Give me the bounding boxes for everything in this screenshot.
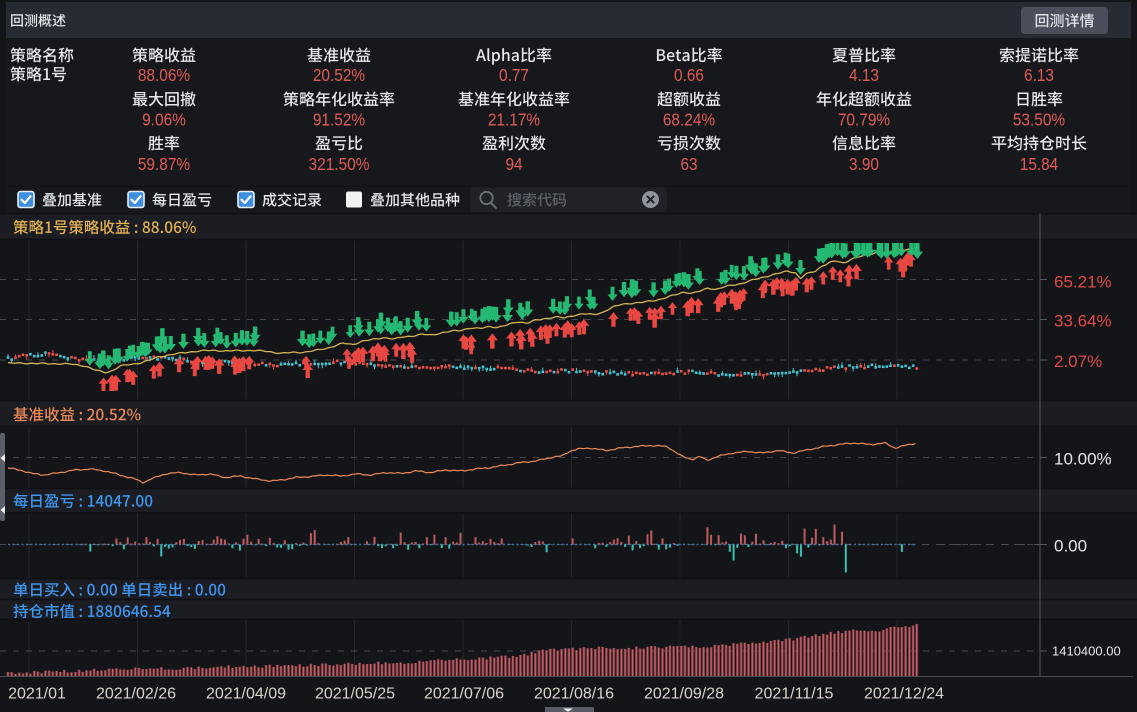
svg-text:53.50%: 53.50%: [1013, 110, 1065, 130]
svg-text:70.79%: 70.79%: [838, 110, 890, 130]
svg-text:2021/12/24: 2021/12/24: [864, 686, 944, 703]
svg-text:0.00: 0.00: [1054, 536, 1087, 555]
svg-text:63: 63: [680, 154, 697, 174]
svg-text:0.77: 0.77: [499, 65, 529, 85]
svg-text:2021/09/28: 2021/09/28: [644, 686, 724, 703]
svg-text:21.17%: 21.17%: [488, 110, 540, 130]
svg-text:1410400.00: 1410400.00: [1052, 644, 1121, 659]
svg-text:2021/07/06: 2021/07/06: [424, 686, 504, 703]
svg-text:88.06%: 88.06%: [138, 65, 190, 85]
svg-text:59.87%: 59.87%: [138, 154, 190, 174]
svg-text:15.84: 15.84: [1020, 154, 1058, 174]
svg-text:2.07%: 2.07%: [1054, 352, 1102, 371]
svg-text:0.66: 0.66: [674, 65, 704, 85]
svg-text:4.13: 4.13: [849, 65, 879, 85]
svg-text:2021/02/26: 2021/02/26: [96, 686, 176, 703]
svg-text:91.52%: 91.52%: [313, 110, 365, 130]
svg-text:321.50%: 321.50%: [309, 154, 370, 174]
svg-text:2021/05/25: 2021/05/25: [315, 686, 395, 703]
svg-text:65.21%: 65.21%: [1054, 272, 1112, 291]
svg-text:2021/01: 2021/01: [8, 686, 66, 703]
svg-text:68.24%: 68.24%: [663, 110, 715, 130]
svg-text:9.06%: 9.06%: [142, 110, 186, 130]
svg-text:3.90: 3.90: [849, 154, 879, 174]
svg-text:10.00%: 10.00%: [1054, 449, 1112, 468]
svg-text:6.13: 6.13: [1024, 65, 1054, 85]
svg-text:20.52%: 20.52%: [313, 65, 365, 85]
svg-text:2021/04/09: 2021/04/09: [206, 686, 286, 703]
svg-text:33.64%: 33.64%: [1054, 311, 1112, 330]
svg-text:94: 94: [505, 154, 522, 174]
svg-text:2021/08/16: 2021/08/16: [534, 686, 614, 703]
svg-text:2021/11/15: 2021/11/15: [755, 686, 834, 703]
